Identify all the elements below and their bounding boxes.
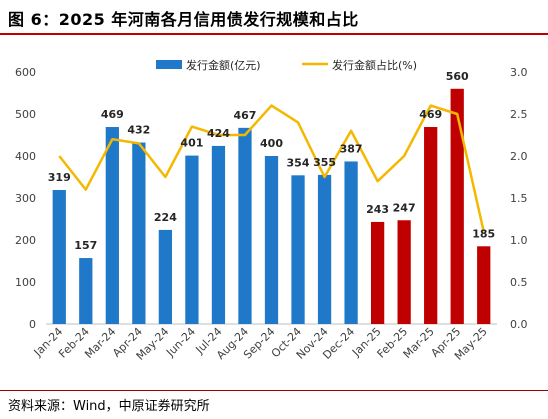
y2-tick-label: 0.5 — [510, 276, 528, 289]
y2-tick-label: 2.5 — [510, 108, 528, 121]
data-label: 243 — [366, 203, 389, 216]
data-label: 354 — [287, 156, 310, 169]
bar — [52, 190, 66, 324]
bar — [397, 220, 411, 324]
legend-label-line: 发行金额占比(%) — [332, 58, 417, 72]
data-label: 319 — [48, 171, 71, 184]
y-tick-label: 200 — [15, 234, 36, 247]
source-note: 资料来源：Wind，中原证券研究所 — [8, 399, 210, 414]
data-label: 424 — [207, 127, 230, 140]
bar — [105, 127, 119, 325]
y2-tick-label: 1.5 — [510, 192, 528, 205]
y-tick-label: 300 — [15, 192, 36, 205]
data-label: 185 — [472, 227, 495, 240]
y-tick-label: 500 — [15, 108, 36, 121]
bar — [450, 88, 464, 324]
bar-series — [52, 88, 491, 325]
data-label: 355 — [313, 156, 336, 169]
bar — [424, 127, 438, 325]
data-label: 560 — [446, 70, 469, 83]
data-label: 400 — [260, 137, 283, 150]
y-tick-label: 100 — [15, 276, 36, 289]
x-tick-label: Jun-24 — [163, 325, 198, 360]
data-label: 469 — [101, 108, 124, 121]
chart-title: 图 6：2025 年河南各月信用债发行规模和占比 — [8, 10, 359, 29]
data-label: 247 — [393, 201, 416, 214]
data-label: 157 — [74, 239, 97, 252]
y2-tick-label: 0.0 — [510, 318, 528, 331]
data-label: 401 — [180, 137, 203, 150]
bar — [158, 229, 173, 324]
bar-line-chart: 0 100 200 300 400 500 600 0.0 0.5 1.0 1.5 2.0 2.5 3.0… — [15, 58, 528, 363]
data-label: 467 — [233, 109, 256, 122]
bar — [291, 175, 305, 324]
bar — [132, 142, 146, 324]
y-tick-label: 0 — [29, 318, 36, 331]
bar — [317, 174, 332, 324]
chart-legend: 发行金额(亿元) 发行金额占比(%) — [156, 58, 417, 72]
bar — [238, 127, 252, 324]
y2-tick-label: 1.0 — [510, 234, 528, 247]
bar — [79, 258, 93, 324]
bar — [477, 246, 491, 324]
y2-tick-label: 3.0 — [510, 66, 528, 79]
title-divider — [0, 33, 548, 35]
y-tick-label: 400 — [15, 150, 36, 163]
legend-swatch-bar — [156, 60, 182, 69]
data-label: 387 — [340, 142, 363, 155]
line-series-path — [58, 104, 485, 232]
bar — [264, 156, 279, 324]
bar — [370, 221, 385, 324]
y2-tick-label: 2.0 — [510, 150, 528, 163]
legend-label-bar: 发行金额(亿元) — [186, 58, 261, 72]
data-label: 469 — [419, 108, 442, 121]
source-divider — [0, 390, 548, 391]
data-label: 224 — [154, 211, 177, 224]
line-series — [58, 104, 485, 232]
y-tick-label: 600 — [15, 66, 36, 79]
bar — [211, 145, 226, 324]
bar — [185, 155, 199, 324]
data-label: 432 — [127, 124, 150, 137]
bar — [344, 161, 358, 324]
